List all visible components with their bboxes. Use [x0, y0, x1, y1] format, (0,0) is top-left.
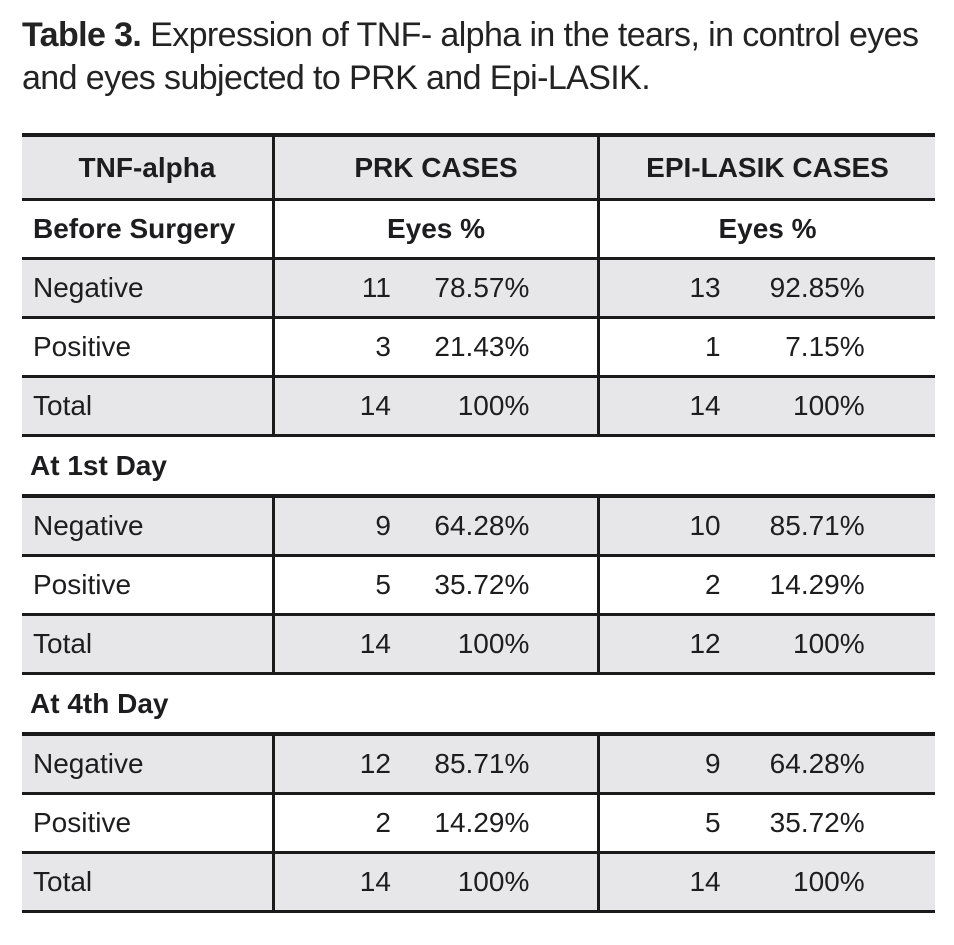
row-label: Negative — [22, 736, 275, 792]
epi-percent: 100% — [793, 628, 865, 659]
prk-percent: 100% — [457, 866, 530, 897]
prk-eyes: 12 — [359, 748, 391, 779]
epi-cell: 9 64.28% — [600, 736, 935, 792]
subheader-eyes-pct-prk: Eyes % — [275, 201, 600, 257]
caption-table-number: Table 3. — [22, 16, 142, 54]
prk-eyes: 14 — [359, 628, 391, 659]
caption-line-1: Table 3. Expression of TNF- alpha in the… — [22, 14, 942, 57]
section-before-surgery: TNF-alpha PRK CASES EPI-LASIK CASES Befo… — [22, 133, 935, 437]
table-row-negative: Negative 11 78.57% 13 92.85% — [22, 260, 935, 319]
prk-percent: 78.57% — [434, 272, 530, 303]
epi-cell: 10 85.71% — [600, 498, 935, 554]
row-label: Negative — [22, 260, 275, 316]
epi-percent: 7.15% — [785, 331, 865, 362]
prk-cell: 11 78.57% — [275, 260, 600, 316]
epi-eyes: 1 — [705, 331, 721, 362]
epi-eyes: 9 — [705, 748, 721, 779]
subheader-eyes-pct-epi: Eyes % — [718, 213, 817, 244]
table-row-positive: Positive 2 14.29% 5 35.72% — [22, 795, 935, 854]
epi-cell: 2 14.29% — [600, 557, 935, 613]
table-row-total: Total 14 100% 14 100% — [22, 378, 935, 437]
prk-eyes: 2 — [375, 807, 391, 838]
data-table: TNF-alpha PRK CASES EPI-LASIK CASES Befo… — [22, 133, 935, 913]
epi-cell: 14 100% — [600, 378, 935, 434]
epi-eyes: 5 — [705, 807, 721, 838]
epi-cell: 14 100% — [600, 854, 935, 910]
epi-eyes: 14 — [689, 866, 721, 897]
table-row-negative: Negative 9 64.28% 10 85.71% — [22, 498, 935, 557]
column-header-epi-lasik-cases: EPI-LASIK CASES — [646, 151, 889, 183]
prk-cell: 5 35.72% — [275, 557, 600, 613]
prk-percent: 35.72% — [434, 569, 530, 600]
epi-percent: 14.29% — [769, 569, 865, 600]
prk-eyes: 9 — [375, 510, 391, 541]
table-row-total: Total 14 100% 14 100% — [22, 854, 935, 913]
prk-cell: 14 100% — [275, 378, 600, 434]
prk-eyes: 5 — [375, 569, 391, 600]
column-header-prk-cases: PRK CASES — [275, 137, 600, 198]
epi-cell: 1 7.15% — [600, 319, 935, 375]
epi-percent: 100% — [793, 390, 865, 421]
section-heading-at-1st-day: At 1st Day — [22, 437, 935, 494]
epi-eyes: 10 — [689, 510, 721, 541]
epi-eyes: 2 — [705, 569, 721, 600]
prk-percent: 64.28% — [434, 510, 530, 541]
table-row-total: Total 14 100% 12 100% — [22, 616, 935, 675]
prk-percent: 21.43% — [434, 331, 530, 362]
section-heading-at-4th-day: At 4th Day — [22, 675, 935, 732]
row-label: Total — [22, 854, 275, 910]
prk-percent: 100% — [457, 628, 530, 659]
prk-cell: 3 21.43% — [275, 319, 600, 375]
epi-percent: 100% — [793, 866, 865, 897]
prk-eyes: 3 — [375, 331, 391, 362]
epi-percent: 85.71% — [769, 510, 865, 541]
section-at-4th-day: Negative 12 85.71% 9 64.28% Positive 2 14.2… — [22, 732, 935, 913]
prk-cell: 14 100% — [275, 854, 600, 910]
caption-line-2: and eyes subjected to PRK and Epi-LASIK. — [22, 58, 651, 97]
row-label: Positive — [22, 319, 275, 375]
row-label: Total — [22, 378, 275, 434]
prk-cell: 14 100% — [275, 616, 600, 672]
row-label: Positive — [22, 557, 275, 613]
subheader-before-surgery: Before Surgery — [22, 201, 275, 257]
prk-eyes: 14 — [359, 866, 391, 897]
epi-percent: 92.85% — [769, 272, 865, 303]
table-row-positive: Positive 3 21.43% 1 7.15% — [22, 319, 935, 378]
row-label: Total — [22, 616, 275, 672]
epi-percent: 35.72% — [769, 807, 865, 838]
epi-cell: 13 92.85% — [600, 260, 935, 316]
caption-text-1: Expression of TNF- alpha in the tears, i… — [141, 16, 919, 54]
column-header-row: TNF-alpha PRK CASES EPI-LASIK CASES — [22, 137, 935, 201]
section-at-1st-day: Negative 9 64.28% 10 85.71% Positive 5 35.7… — [22, 494, 935, 675]
epi-percent: 64.28% — [769, 748, 865, 779]
prk-percent: 85.71% — [434, 748, 530, 779]
table-row-negative: Negative 12 85.71% 9 64.28% — [22, 736, 935, 795]
prk-eyes: 14 — [359, 390, 391, 421]
prk-eyes: 11 — [361, 272, 391, 303]
epi-eyes: 13 — [689, 272, 721, 303]
subheader-row: Before Surgery Eyes % Eyes % — [22, 201, 935, 260]
prk-cell: 9 64.28% — [275, 498, 600, 554]
prk-cell: 12 85.71% — [275, 736, 600, 792]
row-label: Positive — [22, 795, 275, 851]
prk-percent: 100% — [457, 390, 530, 421]
table-row-positive: Positive 5 35.72% 2 14.29% — [22, 557, 935, 616]
epi-cell: 5 35.72% — [600, 795, 935, 851]
prk-cell: 2 14.29% — [275, 795, 600, 851]
epi-eyes: 14 — [689, 390, 721, 421]
row-label: Negative — [22, 498, 275, 554]
epi-cell: 12 100% — [600, 616, 935, 672]
column-header-tnf-alpha: TNF-alpha — [22, 137, 275, 198]
prk-percent: 14.29% — [434, 807, 530, 838]
table-caption: Table 3. Expression of TNF- alpha in the… — [22, 14, 942, 100]
epi-eyes: 12 — [689, 628, 721, 659]
